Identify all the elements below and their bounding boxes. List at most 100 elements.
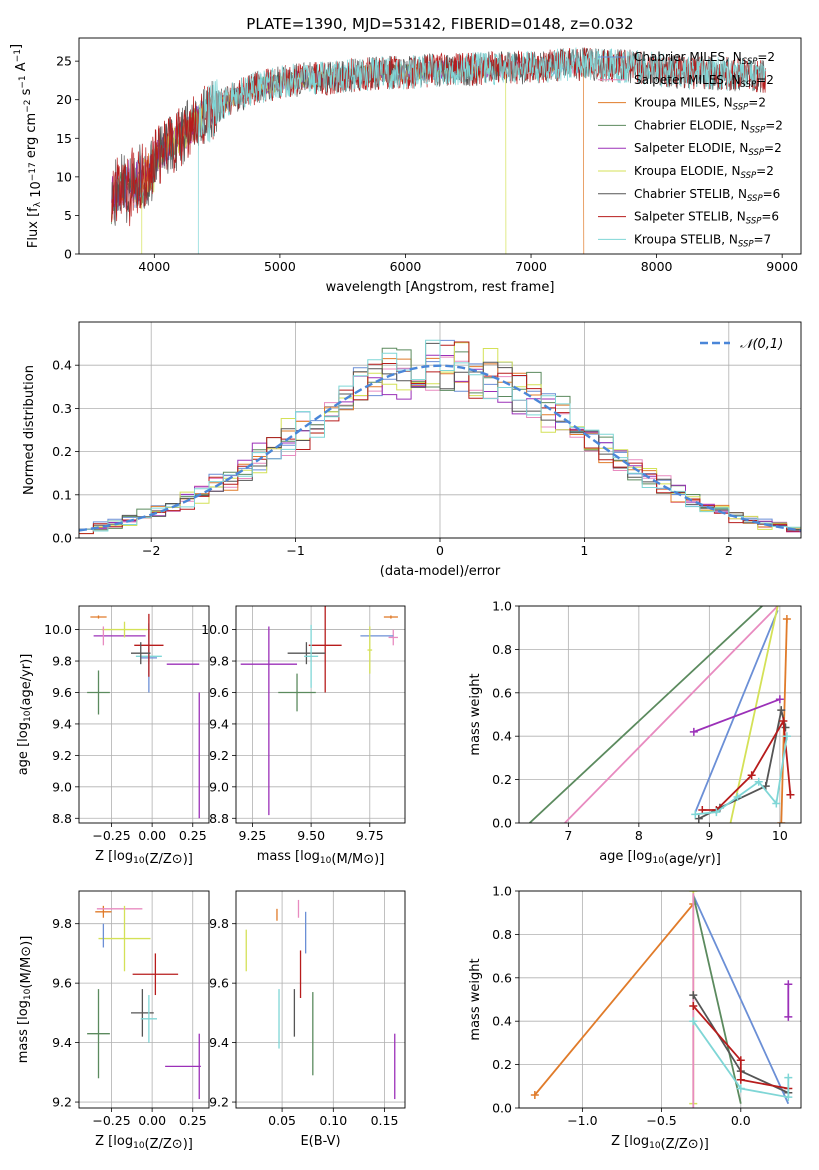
label-subscript: 10: [23, 710, 33, 722]
legend-subscript: SSP: [747, 194, 763, 204]
plot-area: [245, 899, 396, 1100]
x-tick-label: 9: [705, 828, 713, 843]
legend-count: =2: [757, 50, 775, 64]
y-tick-label: 0.2: [492, 772, 512, 787]
x-tick-label: 9.75: [356, 828, 384, 843]
y-tick-label: 0.2: [492, 1057, 512, 1072]
weight-marker: [782, 732, 791, 741]
label-subscript: 10: [649, 1141, 661, 1151]
x-axis-label: wavelength [Angstrom, rest frame]: [326, 280, 555, 295]
y-tick-label: 10: [56, 169, 72, 184]
plot-area: [87, 905, 201, 1100]
plot-area: [240, 606, 398, 816]
y-tick-label: 9.0: [52, 779, 72, 794]
legend-count: =2: [764, 141, 782, 155]
label-part: log: [629, 1134, 649, 1149]
weight-marker: [747, 771, 756, 780]
weight-line-chabrier-elodie: [692, 895, 742, 1104]
label-part: age [: [599, 849, 632, 864]
weight-line-kroupa-elodie: [729, 606, 779, 823]
y-tick-label: 0.1: [52, 487, 72, 502]
legend-subscript: SSP: [741, 80, 757, 90]
grid: [79, 891, 209, 1108]
data-point: [367, 626, 373, 674]
legend-entry: Salpeter ELODIE, NSSP=2: [634, 141, 782, 158]
x-tick-label: −1: [286, 543, 304, 558]
y-axis-label: Normed distribution: [22, 365, 37, 495]
axis: −0.25 0.00 0.25 9.2 9.4 9.6 9.8: [52, 916, 207, 1128]
legend-subscript: SSP: [738, 239, 754, 249]
legend-subscript: SSP: [742, 57, 758, 67]
data-point: [87, 670, 110, 715]
label-part: E(B-V): [300, 1134, 340, 1149]
x-tick-label: 7000: [515, 259, 547, 274]
label-part: mass [: [257, 849, 300, 864]
legend-entry: Chabrier ELODIE, NSSP=2: [634, 118, 783, 135]
spectrum-series-kroupa-stelib: [197, 47, 767, 254]
y-tick-label: 0.3: [52, 401, 72, 416]
weight-line-chabrier-stelib: [698, 709, 787, 820]
legend-entry: Salpeter STELIB, NSSP=6: [634, 210, 779, 227]
axis: 7 8 9 10 0.0 0.2 0.4 0.6 0.8 1.0: [492, 599, 788, 844]
y-tick-label: 9.2: [209, 748, 229, 763]
label-part: log: [16, 1000, 31, 1020]
mass-vs-extinction-panel: 0.05 0.10 0.15 9.2 9.4 9.6 9.8 E(B-V): [209, 890, 406, 1149]
label-part: log: [113, 849, 133, 864]
y-tick-label: 9.0: [209, 779, 229, 794]
weight-marker: [530, 1090, 539, 1099]
legend-subscript: SSP: [750, 125, 766, 135]
weight-marker: [784, 1073, 793, 1082]
x-tick-label: 0.10: [319, 1113, 347, 1128]
weight-line-chabrier-elodie: [528, 606, 763, 823]
data-point: [304, 624, 319, 688]
weight-marker: [782, 615, 791, 624]
y-tick-label: 0.6: [492, 970, 512, 985]
legend-name: Salpeter MILES, N: [634, 73, 741, 87]
y-axis-label: Flux [fλ 10−17 erg cm−2 s−1 A−1]: [9, 44, 44, 248]
x-axis-label: (data-model)/error: [380, 564, 501, 579]
y-tick-label: 1.0: [492, 599, 512, 614]
y-axis-label: mass [log10(M/M⊙)]: [16, 936, 34, 1064]
label-part: mass [: [16, 1020, 31, 1063]
axis: −2 −1 0 1 2 0.0 0.1 0.2 0.3 0.4: [52, 358, 733, 558]
y-tick-label: 9.6: [209, 685, 229, 700]
label-part: ]: [9, 44, 24, 49]
age-vs-metallicity-panel: −0.25 0.00 0.258.89.09.29.49.69.810.0Z [lo…: [16, 605, 210, 867]
weight-line-salpeter-elodie: [693, 698, 781, 733]
y-tick-label: 0.8: [492, 927, 512, 942]
axis: 9.25 9.50 9.75 8.8 9.0 9.2 9.4 9.6 9.8 10.0: [201, 622, 384, 843]
spectrum-panel: 4000 5000 6000 7000 8000 9000 0 5 10 15 20 25 wavele…: [9, 37, 802, 295]
x-tick-label: 1: [580, 543, 588, 558]
label-part: λ: [33, 201, 43, 207]
label-part: (Z/Z⊙)]: [661, 1137, 709, 1152]
y-tick-label: 0.6: [492, 685, 512, 700]
weight-marker: [777, 706, 786, 715]
axis: −1.0 −0.5 0.0 0.0 0.2 0.4 0.6 0.8 1.0: [492, 884, 751, 1129]
label-part: (M/M⊙)]: [331, 852, 384, 867]
y-tick-label: 10.0: [201, 622, 229, 637]
axes-frame: [235, 890, 406, 1109]
y-axis-label: age [log10(age/yr)]: [16, 654, 34, 776]
residuals-panel: −2 −1 0 1 2 0.0 0.1 0.2 0.3 0.4 (data-model)/error…: [22, 321, 802, 579]
x-tick-label: 0.0: [731, 1113, 751, 1128]
label-part: mass weight: [468, 958, 483, 1040]
legend-name: Chabrier ELODIE, N: [634, 118, 750, 132]
gaussian-curve: [79, 364, 801, 532]
label-part: Z [: [95, 1134, 113, 1149]
legend-subscript: SSP: [741, 171, 757, 181]
y-tick-label: 9.8: [209, 654, 229, 669]
y-tick-label: 0.8: [492, 642, 512, 657]
x-axis-label: Z [log10(Z/Z⊙)]: [611, 1134, 709, 1152]
weight-marker: [689, 1017, 698, 1026]
x-tick-label: 0.15: [371, 1113, 399, 1128]
y-tick-label: 9.2: [52, 748, 72, 763]
plot-area: [530, 891, 793, 1108]
weight-line-chabrier-miles: [694, 609, 779, 813]
weight-marker: [736, 1056, 745, 1065]
x-tick-label: −1.0: [567, 1113, 597, 1128]
label-part: (M/M⊙)]: [19, 936, 34, 989]
weight-marker: [689, 1002, 698, 1011]
x-tick-label: 5000: [264, 259, 296, 274]
